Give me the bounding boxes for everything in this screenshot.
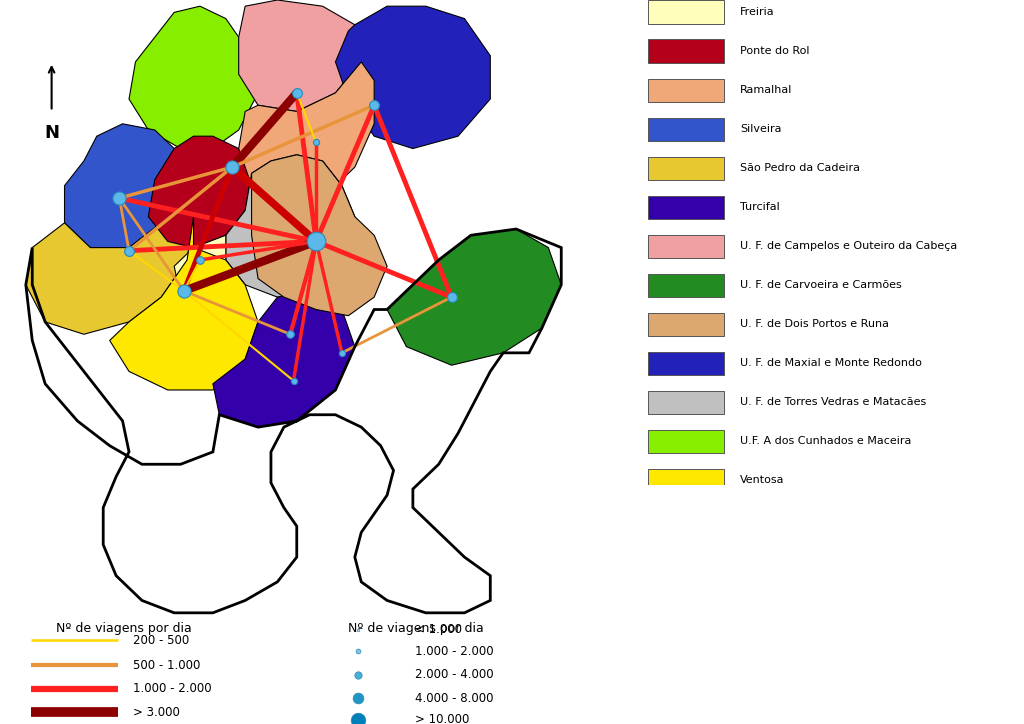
Point [350, 645, 367, 657]
Text: < 1.000: < 1.000 [415, 623, 462, 636]
FancyBboxPatch shape [647, 352, 725, 375]
Point [443, 291, 460, 303]
Point [224, 161, 241, 173]
Text: Ventosa: Ventosa [739, 475, 784, 485]
Point [283, 329, 299, 340]
Text: U. F. de Dois Portos e Runa: U. F. de Dois Portos e Runa [739, 319, 889, 329]
Text: 2.000 - 4.000: 2.000 - 4.000 [415, 668, 494, 681]
Polygon shape [239, 62, 374, 204]
Point [191, 254, 208, 266]
Polygon shape [129, 7, 258, 148]
FancyBboxPatch shape [647, 274, 725, 297]
Polygon shape [239, 0, 361, 111]
Text: N: N [44, 124, 59, 142]
Point [350, 624, 367, 636]
FancyBboxPatch shape [647, 195, 725, 219]
Point [176, 285, 193, 297]
FancyBboxPatch shape [647, 117, 725, 140]
Text: U.F. A dos Cunhados e Maceira: U.F. A dos Cunhados e Maceira [739, 437, 911, 446]
Text: 500 - 1.000: 500 - 1.000 [133, 659, 201, 672]
Point [286, 375, 302, 387]
Polygon shape [174, 235, 245, 310]
Text: > 10.000: > 10.000 [415, 713, 469, 724]
Text: U. F. de Torres Vedras e Matacães: U. F. de Torres Vedras e Matacães [739, 397, 926, 407]
Text: Freiria: Freiria [739, 7, 774, 17]
Text: Ponte do Rol: Ponte do Rol [739, 46, 809, 56]
FancyBboxPatch shape [647, 40, 725, 63]
FancyBboxPatch shape [647, 429, 725, 453]
Text: Ramalhal: Ramalhal [739, 85, 793, 95]
Polygon shape [26, 186, 194, 334]
Text: Nº de viagens por dia: Nº de viagens por dia [348, 622, 484, 635]
Point [350, 669, 367, 681]
Point [308, 235, 325, 247]
Point [121, 245, 137, 256]
Polygon shape [387, 229, 561, 365]
Polygon shape [148, 136, 252, 248]
Polygon shape [252, 155, 387, 316]
Text: Silveira: Silveira [739, 124, 781, 134]
Point [112, 193, 128, 204]
Text: U. F. de Carvoeira e Carmões: U. F. de Carvoeira e Carmões [739, 280, 901, 290]
Point [308, 137, 325, 148]
Polygon shape [65, 124, 180, 248]
Text: U. F. de Campelos e Outeiro da Cabeça: U. F. de Campelos e Outeiro da Cabeça [739, 241, 957, 251]
Point [334, 347, 350, 358]
Text: 4.000 - 8.000: 4.000 - 8.000 [415, 692, 494, 704]
Text: Turcifal: Turcifal [739, 202, 779, 212]
Point [366, 99, 382, 111]
Polygon shape [213, 291, 355, 427]
Text: 200 - 500: 200 - 500 [133, 634, 189, 647]
Polygon shape [336, 7, 490, 148]
Text: Nº de viagens por dia: Nº de viagens por dia [56, 622, 193, 635]
Text: U. F. de Maxial e Monte Redondo: U. F. de Maxial e Monte Redondo [739, 358, 922, 369]
Point [350, 714, 367, 724]
Polygon shape [225, 155, 355, 297]
Text: São Pedro da Cadeira: São Pedro da Cadeira [739, 163, 860, 173]
FancyBboxPatch shape [647, 468, 725, 492]
Text: 1.000 - 2.000: 1.000 - 2.000 [415, 644, 494, 657]
Point [289, 87, 305, 98]
FancyBboxPatch shape [647, 390, 725, 414]
Polygon shape [110, 216, 258, 390]
FancyBboxPatch shape [647, 156, 725, 180]
FancyBboxPatch shape [647, 1, 725, 24]
Text: 1.000 - 2.000: 1.000 - 2.000 [133, 682, 212, 695]
FancyBboxPatch shape [647, 235, 725, 258]
Point [350, 692, 367, 704]
Text: > 3.000: > 3.000 [133, 706, 180, 719]
FancyBboxPatch shape [647, 78, 725, 102]
FancyBboxPatch shape [647, 313, 725, 336]
